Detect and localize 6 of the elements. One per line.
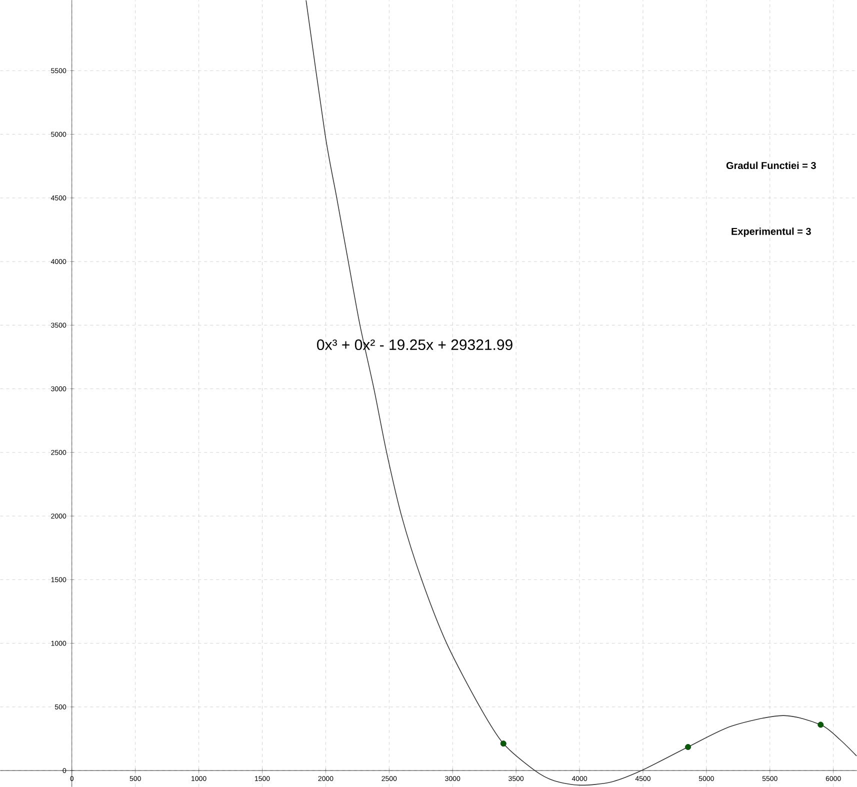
line-series	[306, 0, 857, 786]
point	[500, 740, 506, 747]
annotation: Experimentul = 3	[732, 228, 811, 237]
point	[818, 722, 824, 728]
point	[685, 744, 692, 750]
annotation: Gradul Functiei = 3	[726, 162, 816, 170]
